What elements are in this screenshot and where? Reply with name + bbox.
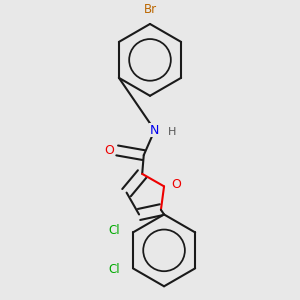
Text: O: O [104,144,114,157]
Text: O: O [171,178,181,191]
Text: H: H [168,127,176,137]
Text: Cl: Cl [108,224,120,237]
Text: Br: Br [143,3,157,16]
Text: N: N [150,124,159,136]
Text: Cl: Cl [108,263,120,276]
